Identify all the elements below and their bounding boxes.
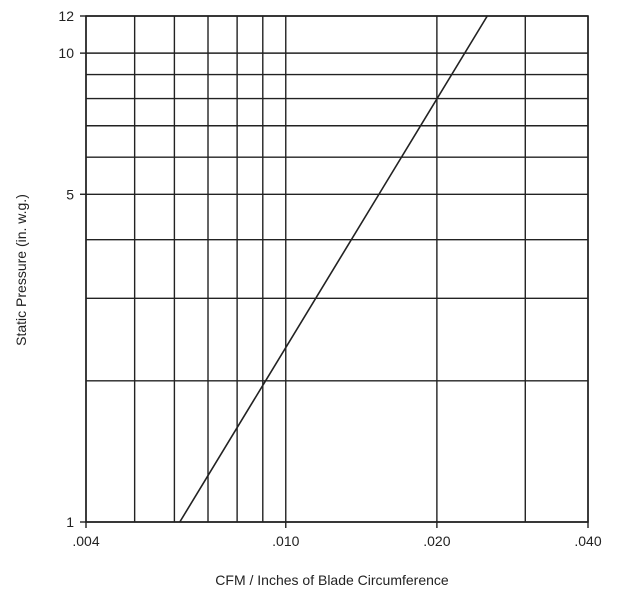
- y-axis-label: Static Pressure (in. w.g.): [13, 194, 29, 346]
- y-tick-label: 10: [58, 45, 74, 61]
- y-tick-label: 5: [66, 186, 74, 202]
- series-layer: [179, 15, 488, 523]
- x-tick-label: .040: [574, 533, 601, 549]
- grid-layer: [85, 15, 589, 523]
- x-tick-label: .020: [423, 533, 450, 549]
- plot-frame: [85, 15, 589, 523]
- y-tick-label: 12: [58, 8, 74, 24]
- series-line: [179, 15, 488, 523]
- y-tick-label: 1: [66, 514, 74, 530]
- tick-layer: .004 .010 .020 .040 1 5 10 12: [58, 8, 601, 549]
- x-axis-label: CFM / Inches of Blade Circumference: [215, 572, 449, 588]
- x-tick-label: .010: [272, 533, 299, 549]
- x-tick-label: .004: [72, 533, 99, 549]
